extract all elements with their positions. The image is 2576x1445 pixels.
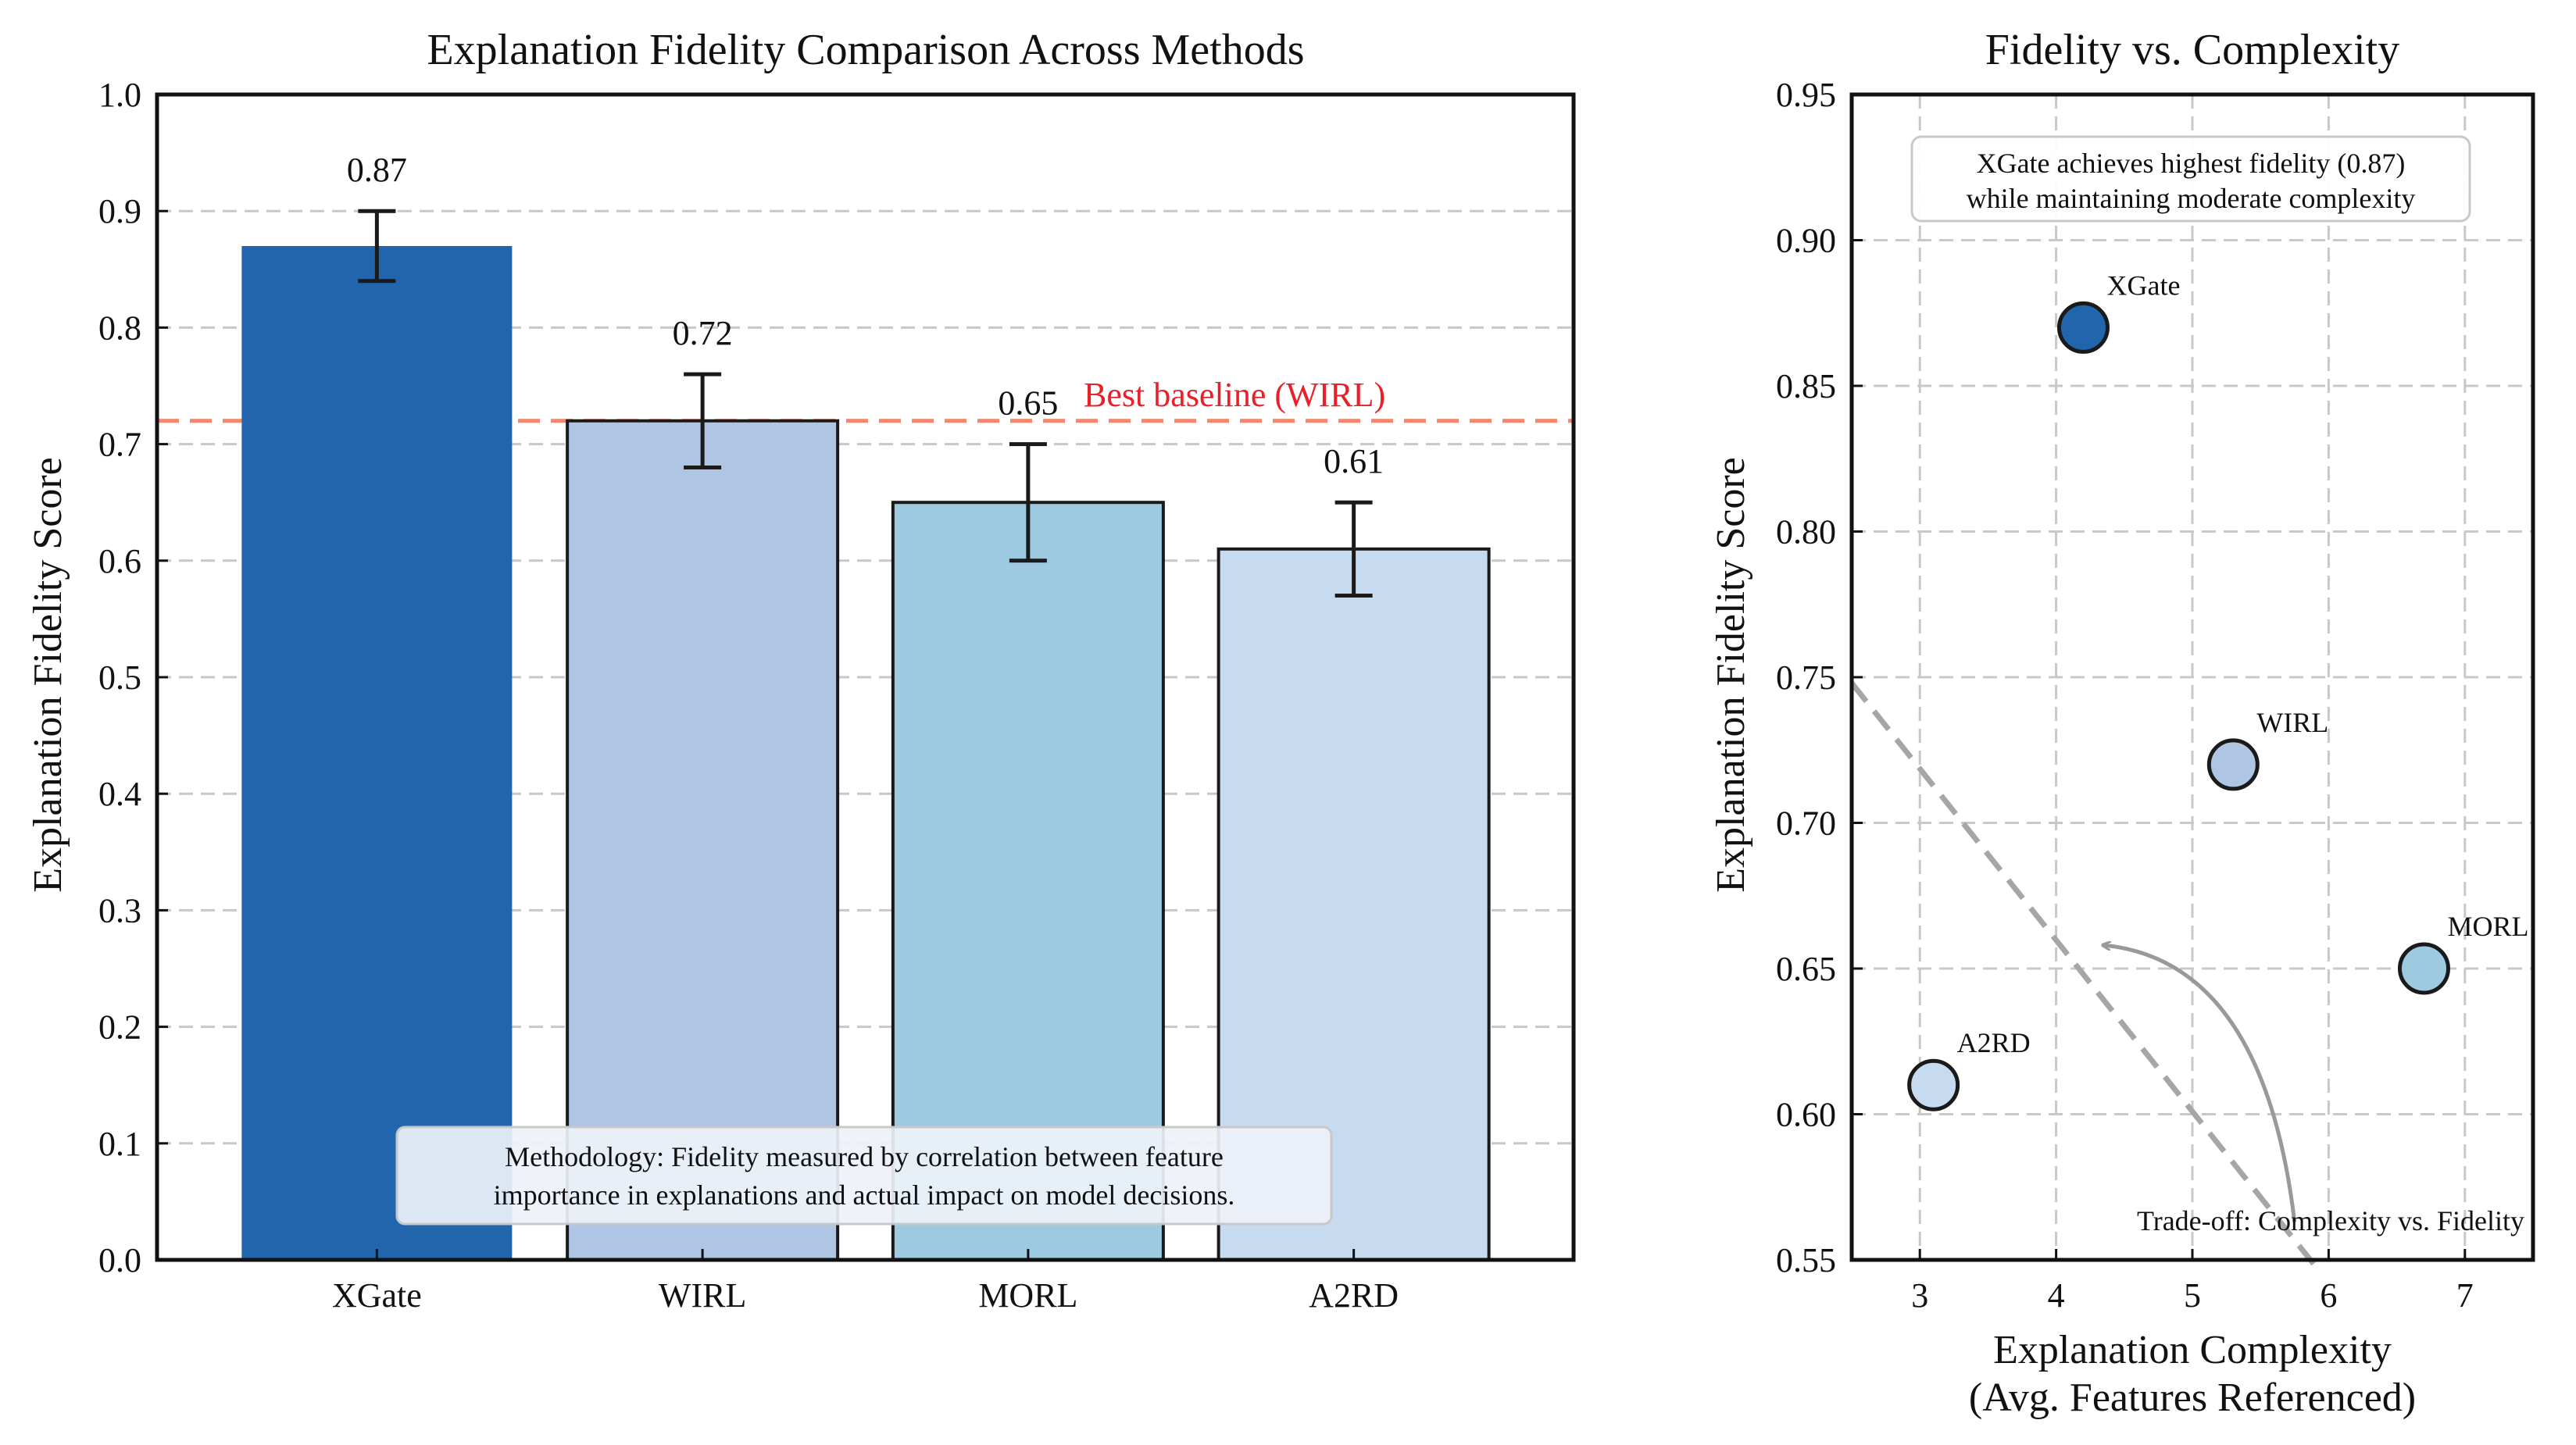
bar-chart-y-tick-label: 0.6 — [98, 542, 141, 580]
scatter-chart-title: Fidelity vs. Complexity — [1985, 26, 2399, 74]
bar-chart-x-tick-label: A2RD — [1309, 1276, 1399, 1315]
bar-chart-y-tick-label: 0.1 — [98, 1125, 141, 1163]
tradeoff-label: Trade-off: Complexity vs. Fidelity — [2137, 1205, 2524, 1236]
bar-chart-y-tick-label: 0.0 — [98, 1241, 141, 1279]
scatter-chart-y-tick-label: 0.90 — [1776, 222, 1836, 260]
best-baseline-label: Best baseline (WIRL) — [1084, 376, 1385, 414]
point-morl — [2397, 942, 2450, 995]
bar-chart-y-tick-label: 0.7 — [98, 426, 141, 464]
value-label-morl: 0.65 — [998, 384, 1058, 423]
bar-chart-y-tick-label: 0.3 — [98, 891, 141, 929]
scatter-chart-y-tick-label: 0.60 — [1776, 1096, 1836, 1134]
scatter-chart-frame — [1849, 92, 2535, 1262]
bar-chart: Explanation Fidelity Comparison Across M… — [26, 26, 1576, 1315]
bar-xgate — [241, 245, 513, 1261]
tradeoff-arrow — [2104, 945, 2297, 1222]
value-label-wirl: 0.72 — [673, 314, 733, 352]
value-label-a2rd: 0.61 — [1324, 442, 1384, 480]
scatter-chart-x-tick-label: 3 — [1911, 1276, 1928, 1315]
bar-chart-y-tick-label: 0.5 — [98, 658, 141, 697]
scatter-chart-y-tick-label: 0.95 — [1776, 76, 1836, 114]
bar-chart-y-tick-label: 0.4 — [98, 775, 141, 813]
scatter-chart-y-tick-label: 0.65 — [1776, 950, 1836, 988]
scatter-chart-x-tick-label: 6 — [2320, 1276, 2337, 1315]
point-xgate — [2056, 301, 2110, 354]
scatter-chart-y-tick-label: 0.75 — [1776, 658, 1836, 697]
bar-chart-x-tick-label: MORL — [978, 1276, 1077, 1315]
tradeoff-line — [1849, 681, 2317, 1268]
bar-chart-x-tick-label: WIRL — [659, 1276, 746, 1315]
highlight-line-1: XGate achieves highest fidelity (0.87) — [1977, 148, 2406, 179]
point-wirl — [2206, 738, 2260, 791]
scatter-chart-y-tick-label: 0.70 — [1776, 805, 1836, 843]
scatter-chart-x-tick-label: 4 — [2048, 1276, 2065, 1315]
scatter-chart-x-tick-label: 5 — [2184, 1276, 2201, 1315]
scatter-chart-y-tick-label: 0.80 — [1776, 513, 1836, 551]
bar-chart-y-tick-label: 0.8 — [98, 309, 141, 347]
scatter-chart-x-tick-label: 7 — [2456, 1276, 2474, 1315]
scatter-chart-y-tick-label: 0.85 — [1776, 367, 1836, 405]
bar-chart-frame — [155, 92, 1576, 1262]
methodology-note: Methodology: Fidelity measured by correl… — [395, 1126, 1333, 1226]
highlight-box: XGate achieves highest fidelity (0.87) w… — [1910, 135, 2471, 223]
point-label-xgate: XGate — [2106, 269, 2180, 301]
bar-chart-y-tick-label: 1.0 — [98, 76, 141, 114]
scatter-chart-x-axis-label: Explanation Complexity — [1993, 1328, 2392, 1372]
bar-chart-y-tick-label: 0.9 — [98, 192, 141, 230]
point-label-a2rd: A2RD — [1957, 1027, 2031, 1058]
scatter-chart: Fidelity vs. Complexity Explanation Fide… — [1709, 26, 2535, 1420]
bar-wirl — [566, 419, 840, 1261]
methodology-note-line-1: Methodology: Fidelity measured by correl… — [505, 1141, 1224, 1172]
scatter-chart-y-axis-label: Explanation Fidelity Score — [1709, 457, 1753, 892]
bar-chart-y-tick-label: 0.2 — [98, 1008, 141, 1047]
bar-chart-x-tick-label: XGate — [332, 1276, 422, 1315]
point-label-morl: MORL — [2447, 911, 2528, 942]
point-a2rd — [1907, 1058, 1960, 1111]
scatter-chart-x-axis-sublabel: (Avg. Features Referenced) — [1969, 1375, 2416, 1420]
bar-chart-y-axis-label: Explanation Fidelity Score — [26, 457, 70, 892]
bar-chart-title: Explanation Fidelity Comparison Across M… — [427, 26, 1304, 74]
highlight-line-2: while maintaining moderate complexity — [1967, 183, 2416, 214]
methodology-note-line-2: importance in explanations and actual im… — [494, 1179, 1235, 1211]
scatter-chart-y-tick-label: 0.55 — [1776, 1241, 1836, 1279]
value-label-xgate: 0.87 — [347, 151, 407, 189]
point-label-wirl: WIRL — [2256, 707, 2328, 738]
